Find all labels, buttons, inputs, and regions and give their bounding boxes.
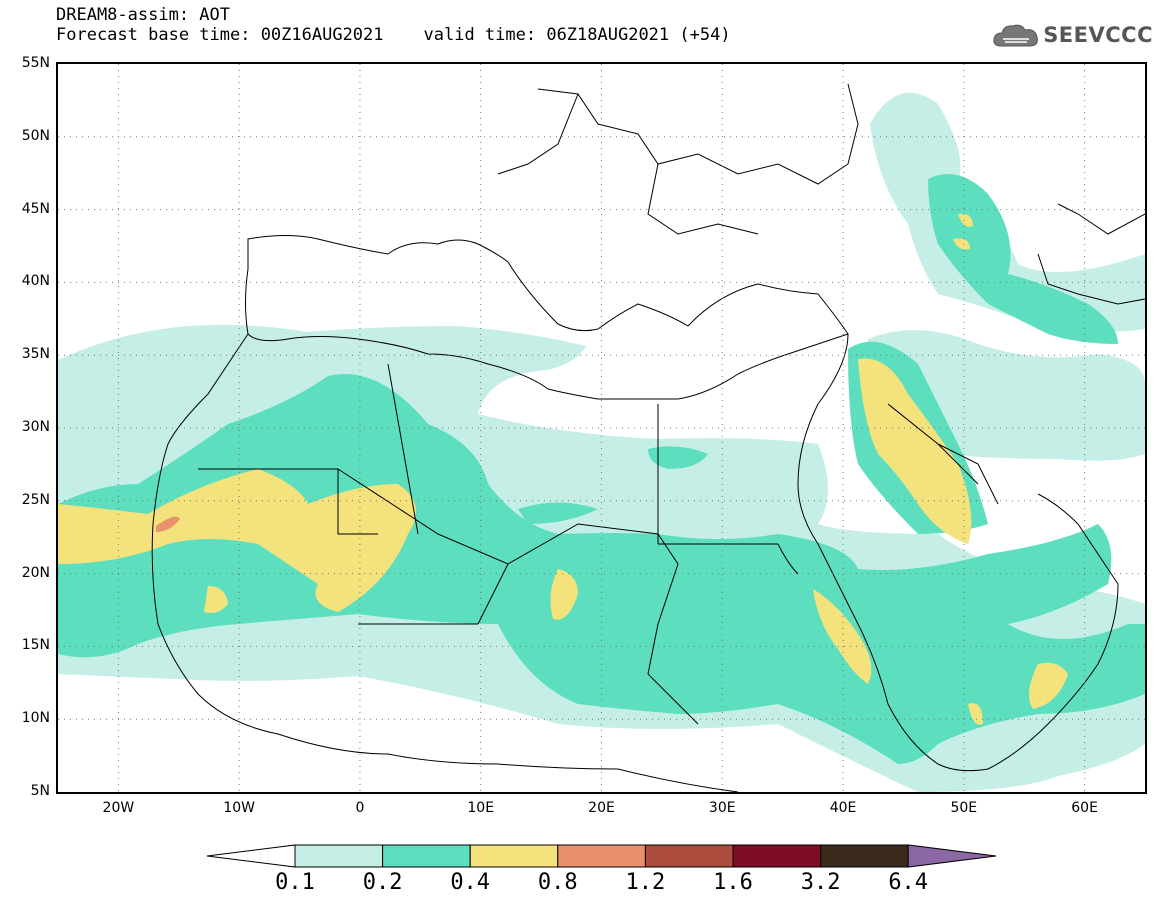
lon-tick-label: 50E (950, 800, 978, 816)
colorbar-tick-label: 0.1 (275, 870, 315, 895)
colorbar-max-arrow (907, 844, 997, 868)
logo-text: SEEVCCC (1043, 23, 1153, 47)
base-time-label: Forecast base time: 00Z16AUG2021 (56, 25, 384, 45)
coastlines (151, 83, 1145, 792)
lat-tick-label: 40N (21, 273, 50, 290)
colorbar-tick-label: 0.2 (362, 870, 403, 895)
lon-tick-label: 20E (588, 800, 615, 816)
lat-tick-label: 20N (21, 564, 50, 581)
lat-tick-label: 55N (21, 55, 50, 71)
aot-field-0.4 (58, 213, 1068, 725)
valid-time-label: valid time: 06Z18AUG2021 (+54) (423, 25, 731, 45)
graticule (58, 64, 1145, 792)
colorbar (206, 844, 997, 868)
colorbar-swatch (820, 844, 909, 868)
lat-tick-label: 15N (21, 637, 50, 654)
aot-field-0.8 (156, 516, 180, 532)
colorbar-tick-label: 6.4 (888, 870, 929, 895)
lat-tick-label: 50N (21, 127, 50, 144)
lon-tick-label: 10W (223, 800, 255, 816)
colorbar-tick-label: 0.4 (450, 870, 491, 895)
colorbar-tick-label: 0.8 (537, 870, 578, 895)
colorbar-swatch (382, 844, 471, 868)
colorbar-tick-label: 1.6 (713, 870, 753, 895)
colorbar-swatch (557, 844, 646, 868)
colorbar-swatch (469, 844, 559, 868)
lat-tick-label: 5N (30, 783, 50, 799)
cloud-icon (993, 24, 1039, 47)
lon-tick-label: 30E (708, 800, 736, 816)
lon-tick-label: 20W (102, 800, 135, 816)
lon-tick-label: 60E (1071, 800, 1098, 816)
lat-tick-label: 45N (21, 200, 50, 217)
lon-tick-label: 0 (355, 800, 365, 816)
lon-tick-label: 40E (829, 800, 857, 816)
colorbar-swatch (644, 844, 734, 868)
colorbar-min-arrow (206, 844, 296, 868)
colorbar-swatch (294, 844, 384, 868)
colorbar-swatch (732, 844, 822, 868)
lat-tick-label: 35N (21, 346, 50, 363)
colorbar-tick-label: 1.2 (625, 870, 666, 895)
lat-tick-label: 10N (21, 710, 50, 727)
lon-tick-label: 10E (467, 800, 495, 816)
map-canvas (58, 64, 1145, 792)
seevccc-logo: SEEVCCC (993, 22, 1153, 48)
colorbar-tick-label: 3.2 (800, 870, 841, 895)
forecast-times: Forecast base time: 00Z16AUG2021 valid ti… (56, 25, 731, 45)
map-title: DREAM8-assim: AOT (56, 5, 230, 25)
lat-tick-label: 30N (21, 419, 50, 435)
lat-tick-label: 25N (21, 491, 50, 508)
aot-map (56, 62, 1147, 794)
